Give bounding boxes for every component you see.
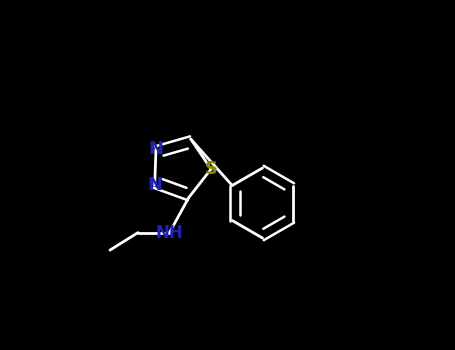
Text: NH: NH bbox=[156, 224, 183, 241]
Text: S: S bbox=[205, 160, 217, 178]
Text: N: N bbox=[147, 176, 162, 194]
Text: N: N bbox=[148, 140, 163, 158]
